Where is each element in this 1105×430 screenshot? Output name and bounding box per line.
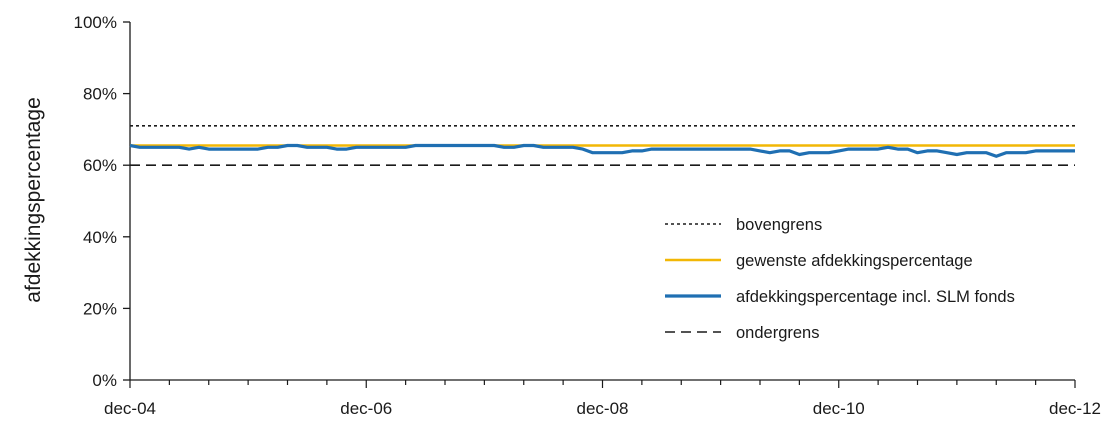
series-line-afdekkingspercentage-incl-slm-fonds <box>129 143 1075 158</box>
x-tick-label: dec-10 <box>813 399 865 418</box>
y-tick-label: 40% <box>83 228 117 247</box>
x-tick-label: dec-12 <box>1049 399 1101 418</box>
series-group <box>129 125 1075 166</box>
x-tick-label: dec-06 <box>340 399 392 418</box>
tick-labels-group: 0% 20% 40% 60% 80% 100% dec-04 dec-06 dec-08 dec-… <box>74 13 1101 418</box>
legend-label: gewenste afdekkingspercentage <box>736 252 973 270</box>
y-tick-label: 20% <box>83 299 117 318</box>
y-tick-label: 0% <box>92 371 117 390</box>
x-tick-label: dec-04 <box>104 399 156 418</box>
legend-label: afdekkingspercentage incl. SLM fonds <box>736 288 1015 306</box>
y-axis-label: afdekkingspercentage <box>22 97 45 302</box>
axes-group <box>123 21 1076 388</box>
y-tick-label: 100% <box>74 13 117 32</box>
legend-label: bovengrens <box>736 216 822 234</box>
legend: bovengrens gewenste afdekkingspercentage a… <box>665 216 1015 342</box>
y-tick-label: 60% <box>83 156 117 175</box>
y-tick-label: 80% <box>83 85 117 104</box>
x-tick-label: dec-08 <box>577 399 629 418</box>
legend-label: ondergrens <box>736 324 819 342</box>
